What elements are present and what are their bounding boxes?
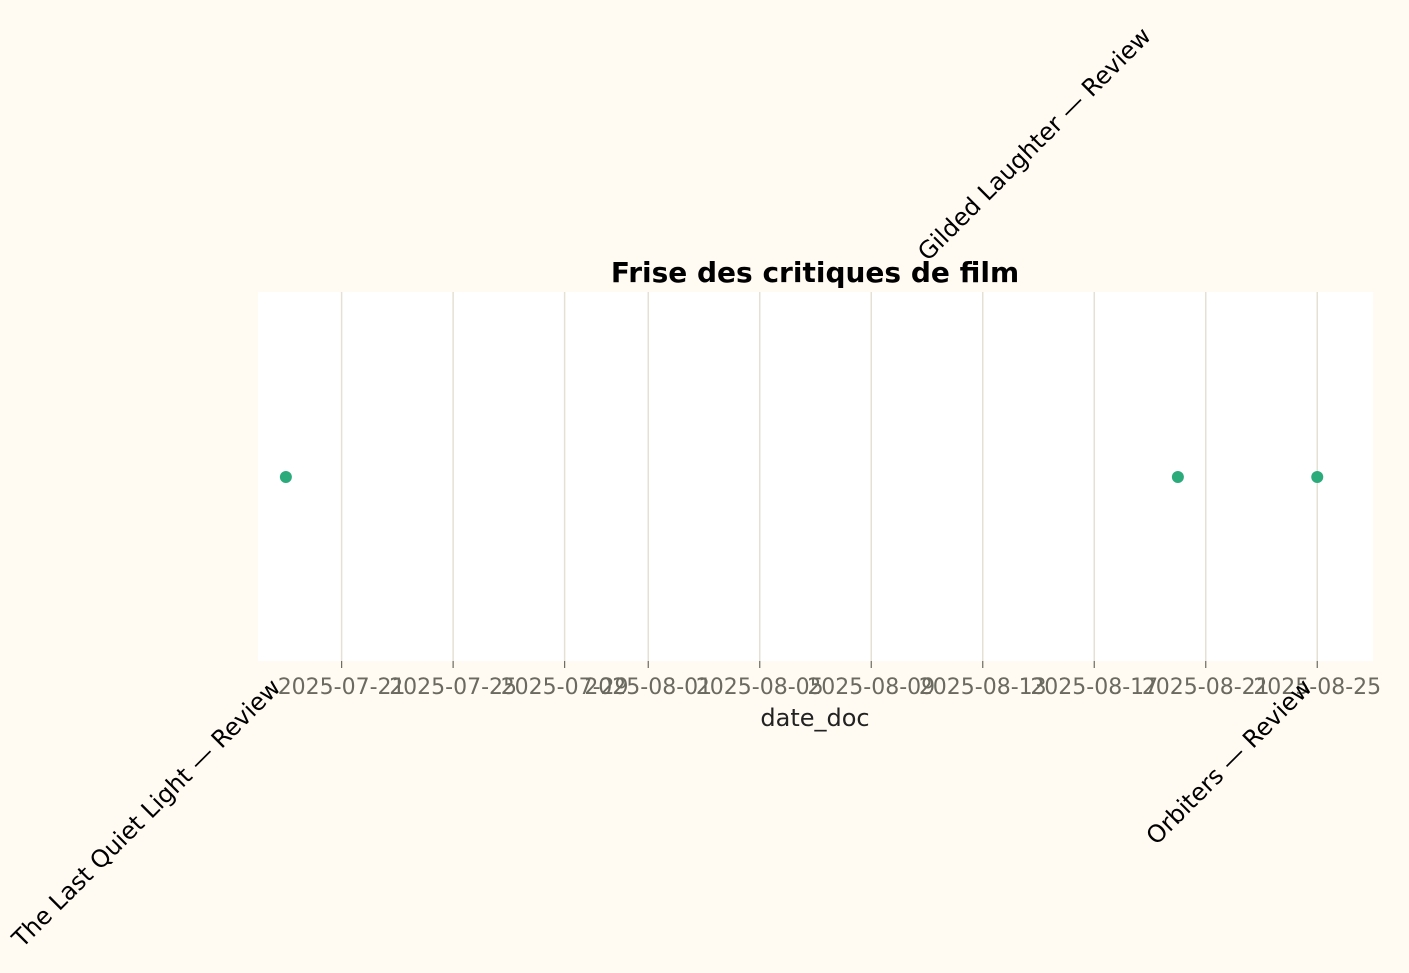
plot-area (258, 292, 1373, 661)
point-label: The Last Quiet Light — Review (6, 673, 286, 953)
x-tick-label: 2025-08-25 (1253, 675, 1381, 700)
x-axis-label: date_doc (760, 704, 869, 732)
x-tick-label: 2025-08-09 (807, 675, 935, 700)
point-label: Gilded Laughter — Review (912, 22, 1156, 266)
data-point (1311, 471, 1324, 483)
x-axis-ticks: 2025-07-212025-07-252025-07-292025-08-01… (278, 661, 1381, 700)
x-tick-label: 2025-08-17 (1030, 675, 1158, 700)
x-tick-label: 2025-07-29 (501, 675, 629, 700)
x-tick-label: 2025-08-13 (919, 675, 1047, 700)
data-point (1171, 471, 1184, 483)
x-tick-label: 2025-08-01 (584, 675, 712, 700)
x-tick-label: 2025-07-21 (278, 675, 406, 700)
x-tick-label: 2025-08-05 (696, 675, 824, 700)
data-point (279, 471, 292, 483)
x-tick-label: 2025-08-21 (1142, 675, 1270, 700)
chart-title: Frise des critiques de film (611, 256, 1019, 289)
data-points (279, 471, 1324, 483)
x-tick-label: 2025-07-25 (389, 675, 517, 700)
